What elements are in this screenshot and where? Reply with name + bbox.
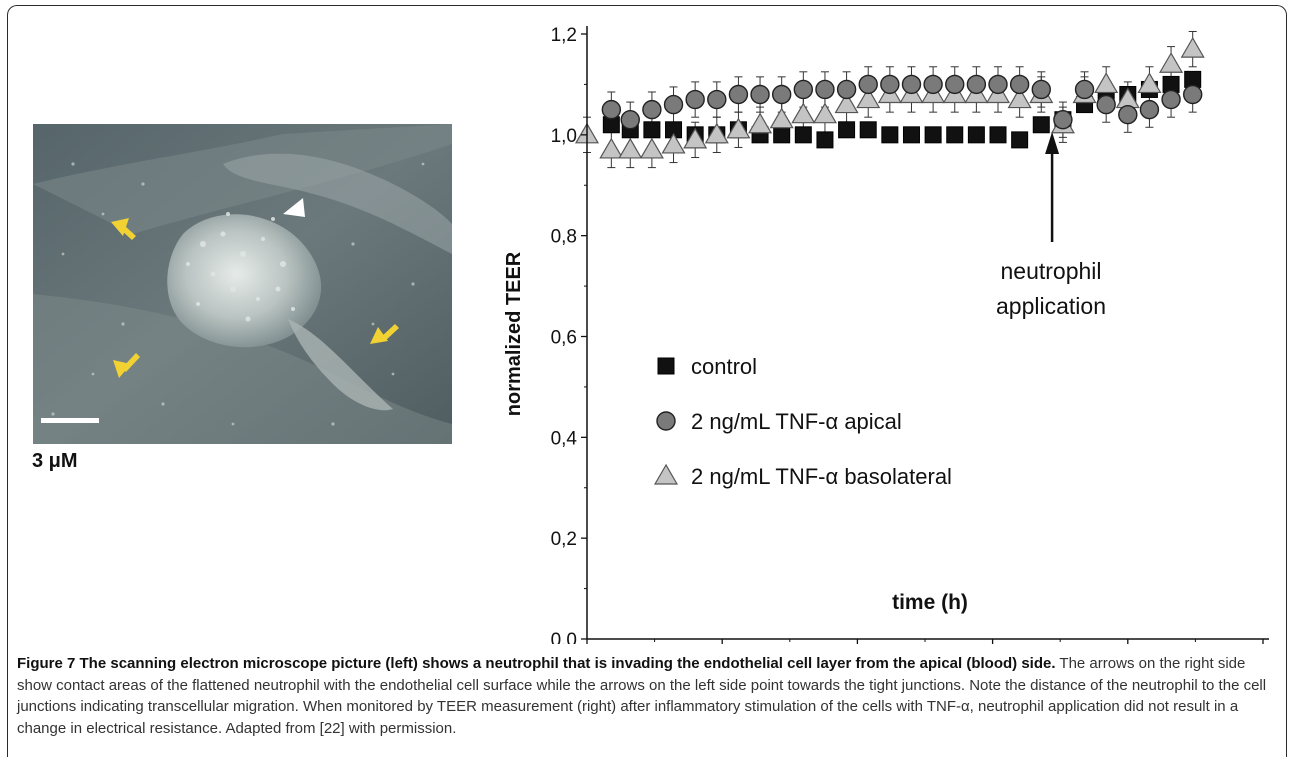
teer-chart: 0,00,20,40,60,81,01,20510152025 time (h)… [470,14,1290,675]
legend-label: 2 ng/mL TNF-α basolateral [691,464,952,489]
data-point-square [967,126,985,144]
y-axis-label: normalized TEER [503,251,525,416]
data-point-triangle [812,102,837,124]
data-point-square [1032,116,1050,134]
data-point-triangle [704,122,729,144]
data-point-triangle [661,132,686,154]
legend-marker-triangle [653,463,679,485]
data-point-circle [1053,110,1073,130]
data-point-triangle [639,137,664,159]
data-point-circle [750,84,770,105]
data-point-circle [663,94,684,115]
annotation-arrow-head [1045,132,1060,154]
data-point-square [816,131,834,149]
data-point-circle [685,89,705,110]
data-point-triangle [1007,87,1032,109]
data-point-circle [728,84,749,105]
data-point-triangle [834,92,859,114]
data-point-triangle [1159,52,1184,73]
data-point-square [643,121,661,139]
data-point-triangle [1137,72,1162,94]
y-tick-label: 1,0 [551,126,577,147]
data-point-triangle [618,137,643,159]
data-point-circle [1074,79,1095,100]
yellow-arrow-icon [370,324,399,344]
legend-label: control [691,354,757,379]
teer-chart-svg: 0,00,20,40,60,81,01,20510152025 time (h)… [503,25,1274,675]
data-point-circle [620,110,640,130]
annotation-line-2: application [996,293,1106,319]
legend-marker-square [657,357,675,375]
scale-bar [41,418,99,423]
caption-body: The arrows on the right side show contac… [17,655,1267,737]
yellow-arrow-icon [113,353,140,378]
data-point-circle [945,74,965,95]
data-point-circle [707,89,727,110]
data-point-triangle [599,137,624,159]
data-point-square [1011,131,1029,149]
data-point-triangle [856,87,881,109]
data-point-square [773,126,791,144]
data-point-circle [923,74,943,95]
sem-micrograph [33,124,452,444]
data-point-square [859,121,877,139]
y-tick-label: 0,2 [551,529,577,550]
data-point-circle [1031,79,1051,100]
data-point-circle [601,99,622,120]
white-arrow-icon [283,198,305,217]
data-point-square [902,126,920,144]
legend-label: 2 ng/mL TNF-α apical [691,409,902,434]
x-axis-label: time (h) [892,591,968,614]
annotation-arrow-icon [1045,132,1060,242]
data-point-square [794,126,812,144]
data-point-circle [901,74,922,95]
data-point-square [989,126,1007,144]
y-tick-label: 1,2 [551,25,577,46]
data-point-triangle [1180,36,1205,58]
data-point-triangle [748,112,773,134]
data-point-square [924,126,942,144]
legend: control 2 ng/mL TNF-α apical 2 ng/mL TNF-α… [653,354,952,489]
caption-title: Figure 7 The scanning electron microscop… [17,655,1056,672]
y-tick-label: 0,0 [551,630,577,644]
figure-caption: Figure 7 The scanning electron microscop… [17,653,1282,739]
data-point-circle [1009,74,1030,95]
data-point-square [946,126,964,144]
data-point-circle [793,79,814,100]
data-point-circle [1096,94,1116,115]
data-point-circle [858,74,878,95]
data-point-circle [771,84,792,105]
data-point-circle [836,79,857,100]
annotation-line-1: neutrophil [1000,258,1101,284]
y-tick-label: 0,4 [551,428,578,449]
data-point-triangle [769,107,794,129]
data-point-circle [966,74,987,95]
data-point-triangle [791,102,816,124]
data-point-circle [642,99,662,120]
data-point-circle [988,74,1008,95]
data-point-triangle [683,127,708,149]
data-point-circle [1118,104,1138,125]
y-tick-label: 0,6 [551,328,577,349]
data-point-circle [1139,99,1160,120]
data-point-circle [1161,89,1181,110]
legend-marker-circle [656,411,676,431]
data-point-square [881,126,899,144]
data-point-triangle [726,117,751,139]
yellow-arrow-icon [111,218,136,240]
data-point-circle [1182,84,1203,105]
data-point-triangle [1094,72,1119,94]
y-tick-label: 0,8 [551,227,577,248]
data-point-circle [880,74,900,95]
scale-bar-label: 3 μM [32,450,78,472]
figure-frame [7,5,1287,757]
data-point-circle [815,79,835,100]
data-point-square [838,121,856,139]
